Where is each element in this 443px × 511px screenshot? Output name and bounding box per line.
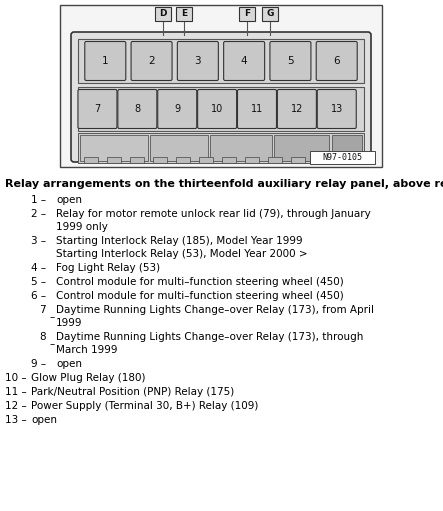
FancyBboxPatch shape: [118, 89, 157, 128]
Text: open: open: [56, 195, 82, 205]
FancyBboxPatch shape: [78, 89, 117, 128]
Text: 5: 5: [287, 56, 294, 66]
Text: 11: 11: [251, 104, 263, 114]
Bar: [78, 87, 364, 131]
Text: Starting Interlock Relay (185), Model Year 1999
Starting Interlock Relay (53), M: Starting Interlock Relay (185), Model Ye…: [56, 236, 307, 259]
FancyBboxPatch shape: [198, 89, 237, 128]
Text: 9 –: 9 –: [31, 359, 46, 369]
Text: 9: 9: [174, 104, 180, 114]
Bar: [84, 157, 98, 163]
Bar: [314, 157, 328, 163]
FancyBboxPatch shape: [277, 89, 316, 128]
Bar: [199, 157, 213, 163]
Text: F: F: [244, 10, 250, 18]
Bar: [291, 157, 305, 163]
FancyBboxPatch shape: [317, 89, 356, 128]
FancyBboxPatch shape: [131, 41, 172, 81]
Text: 12: 12: [291, 104, 303, 114]
Bar: [78, 39, 364, 83]
Text: 2: 2: [148, 56, 155, 66]
FancyBboxPatch shape: [158, 89, 197, 128]
Bar: [262, 7, 278, 21]
Bar: [274, 135, 329, 161]
Text: D: D: [159, 10, 167, 18]
Text: Relay for motor remote unlock rear lid (79), through January
1999 only: Relay for motor remote unlock rear lid (…: [56, 209, 371, 232]
Text: Fog Light Relay (53): Fog Light Relay (53): [56, 263, 160, 273]
Text: 6: 6: [334, 56, 340, 66]
Text: Relay arrangements on the thirteenfold auxiliary relay panel, above relay panel: Relay arrangements on the thirteenfold a…: [5, 179, 443, 189]
Text: 1 –: 1 –: [31, 195, 46, 205]
Bar: [78, 133, 364, 163]
Text: 3 –: 3 –: [31, 236, 46, 246]
Text: 7: 7: [94, 104, 101, 114]
Text: –: –: [50, 339, 55, 349]
Text: Glow Plug Relay (180): Glow Plug Relay (180): [31, 373, 145, 383]
FancyBboxPatch shape: [177, 41, 218, 81]
FancyBboxPatch shape: [224, 41, 264, 81]
Text: Daytime Running Lights Change–over Relay (173), through
March 1999: Daytime Running Lights Change–over Relay…: [56, 332, 363, 355]
Text: E: E: [181, 10, 187, 18]
FancyBboxPatch shape: [316, 41, 357, 81]
Text: 11 –: 11 –: [5, 387, 27, 397]
Bar: [150, 135, 208, 161]
Text: 4 –: 4 –: [31, 263, 46, 273]
Text: Daytime Running Lights Change–over Relay (173), from April
1999: Daytime Running Lights Change–over Relay…: [56, 305, 374, 328]
FancyBboxPatch shape: [85, 41, 126, 81]
Text: 4: 4: [241, 56, 248, 66]
Text: 7: 7: [39, 305, 46, 315]
Text: 1: 1: [102, 56, 109, 66]
Text: 2 –: 2 –: [31, 209, 46, 219]
Bar: [176, 7, 192, 21]
Bar: [337, 157, 351, 163]
Bar: [176, 157, 190, 163]
Text: 13 –: 13 –: [5, 415, 27, 425]
Text: –: –: [50, 312, 55, 322]
Text: 12 –: 12 –: [5, 401, 27, 411]
Text: open: open: [31, 415, 57, 425]
FancyBboxPatch shape: [270, 41, 311, 81]
Bar: [268, 157, 282, 163]
Text: G: G: [266, 10, 274, 18]
Bar: [222, 157, 236, 163]
Text: Control module for multi–function steering wheel (450): Control module for multi–function steeri…: [56, 291, 344, 301]
Text: Power Supply (Terminal 30, B+) Relay (109): Power Supply (Terminal 30, B+) Relay (10…: [31, 401, 258, 411]
Text: N97-0105: N97-0105: [322, 153, 362, 162]
Text: Control module for multi–function steering wheel (450): Control module for multi–function steeri…: [56, 277, 344, 287]
Bar: [60, 5, 382, 167]
Bar: [155, 7, 171, 21]
Text: 3: 3: [194, 56, 201, 66]
Bar: [239, 7, 255, 21]
Text: 13: 13: [330, 104, 343, 114]
Text: 6 –: 6 –: [31, 291, 46, 301]
FancyBboxPatch shape: [237, 89, 276, 128]
Bar: [332, 135, 362, 161]
Bar: [107, 157, 121, 163]
Text: 10: 10: [211, 104, 223, 114]
Text: 10 –: 10 –: [5, 373, 27, 383]
Text: 5 –: 5 –: [31, 277, 46, 287]
Text: 8: 8: [134, 104, 140, 114]
Bar: [80, 135, 148, 161]
FancyBboxPatch shape: [71, 32, 371, 162]
Bar: [310, 151, 375, 164]
Bar: [153, 157, 167, 163]
Bar: [245, 157, 259, 163]
Text: 8: 8: [39, 332, 46, 342]
Bar: [130, 157, 144, 163]
Text: Park/Neutral Position (PNP) Relay (175): Park/Neutral Position (PNP) Relay (175): [31, 387, 234, 397]
Text: open: open: [56, 359, 82, 369]
Bar: [210, 135, 272, 161]
